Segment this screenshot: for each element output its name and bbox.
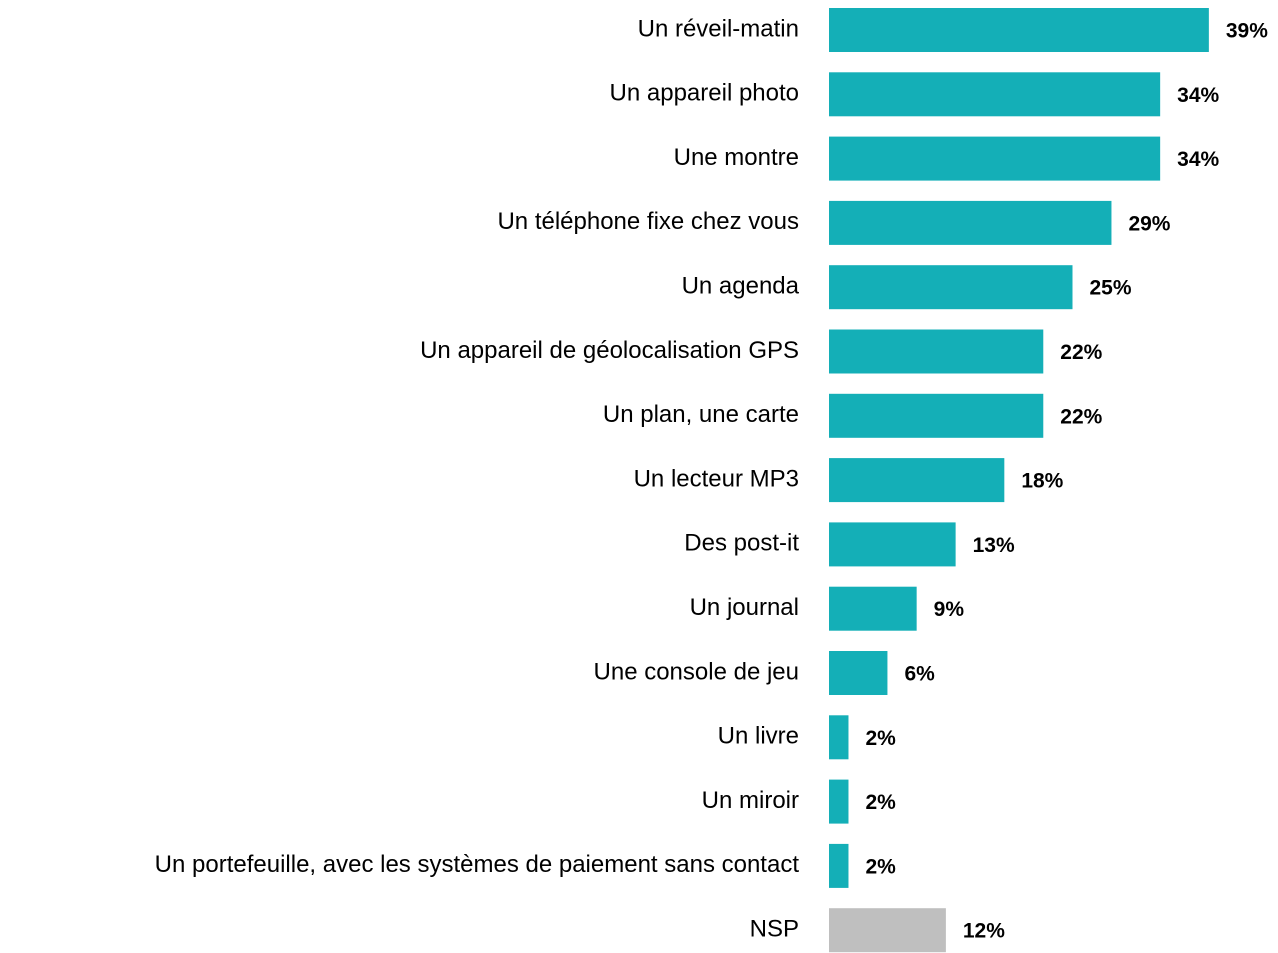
bar	[829, 651, 888, 695]
bar	[829, 393, 1044, 438]
category-label: Un appareil photo	[610, 80, 799, 107]
value-label: 34%	[1177, 148, 1219, 171]
category-label: Un téléphone fixe chez vous	[497, 208, 799, 235]
bar	[829, 908, 946, 953]
bar	[829, 715, 849, 760]
category-label: Un lecteur MP3	[634, 465, 799, 492]
value-label: 2%	[865, 727, 896, 750]
category-label: Des post-it	[684, 530, 799, 557]
bar	[829, 72, 1161, 117]
value-label: 18%	[1021, 470, 1063, 493]
category-label: Un livre	[718, 723, 799, 750]
bar	[829, 329, 1044, 374]
category-label: Un journal	[690, 594, 799, 621]
category-label: Un miroir	[702, 787, 799, 814]
value-label: 2%	[865, 855, 896, 878]
value-label: 12%	[963, 920, 1005, 943]
value-label: 6%	[904, 663, 935, 686]
bar	[829, 136, 1161, 181]
category-label: Un plan, une carte	[603, 401, 799, 428]
category-label: Une console de jeu	[594, 658, 799, 685]
category-label: NSP	[750, 916, 799, 943]
category-label: Un agenda	[682, 273, 800, 300]
bar	[829, 265, 1073, 310]
value-label: 9%	[934, 598, 965, 621]
bar	[829, 843, 849, 888]
bar	[829, 779, 849, 824]
value-label: 2%	[865, 791, 896, 814]
bar	[829, 200, 1112, 245]
bar	[829, 8, 1209, 52]
value-label: 39%	[1226, 20, 1268, 43]
value-label: 22%	[1060, 341, 1102, 364]
category-label: Une montre	[674, 144, 799, 171]
value-label: 25%	[1090, 277, 1132, 300]
value-label: 34%	[1177, 84, 1219, 107]
category-label: Un appareil de géolocalisation GPS	[420, 337, 799, 364]
bar	[829, 586, 917, 631]
category-label: Un réveil-matin	[638, 15, 799, 42]
value-label: 29%	[1128, 212, 1170, 235]
value-label: 13%	[973, 534, 1015, 557]
value-label: 22%	[1060, 405, 1102, 428]
category-label: Un portefeuille, avec les systèmes de pa…	[155, 851, 800, 878]
bar	[829, 522, 956, 567]
bar	[829, 458, 1005, 503]
